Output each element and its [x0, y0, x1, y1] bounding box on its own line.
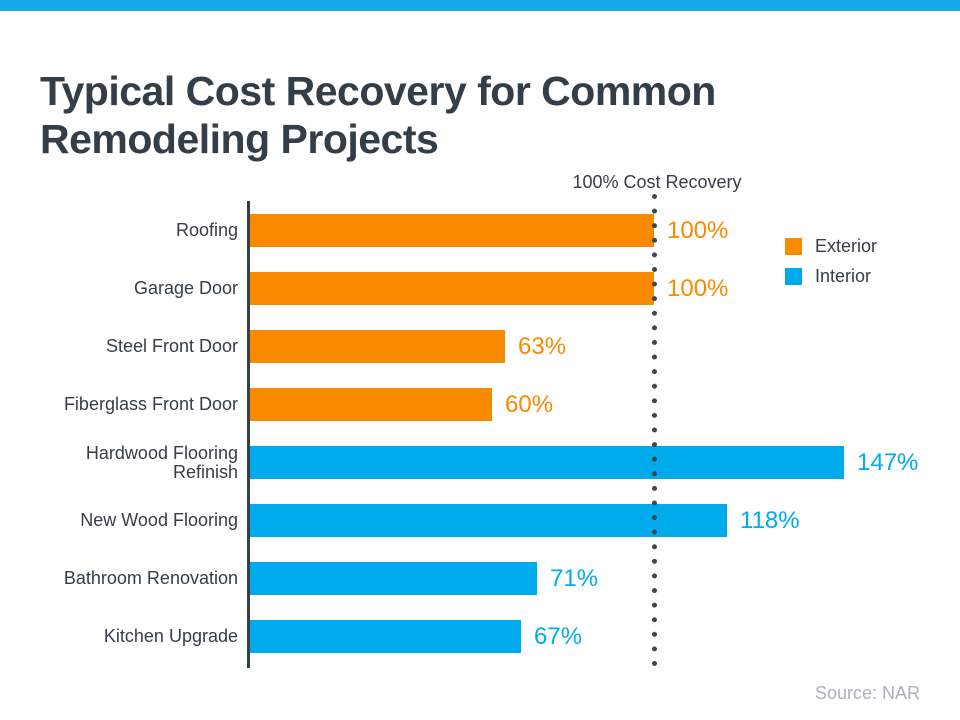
category-label: Bathroom Renovation [63, 568, 238, 588]
category-label: Fiberglass Front Door [63, 394, 238, 414]
interior-swatch-icon [785, 268, 802, 285]
value-label: 100% [667, 274, 729, 302]
legend-item-interior: Interior [785, 266, 877, 286]
page-title: Typical Cost Recovery for Common Remodel… [40, 67, 920, 163]
legend-label-interior: Interior [815, 266, 872, 286]
bar-exterior [250, 330, 505, 363]
bar-interior [250, 562, 537, 595]
bar-exterior [250, 388, 492, 421]
category-label: Steel Front Door [105, 336, 238, 356]
bar-row: New Wood Flooring 118% [0, 504, 960, 537]
bar-interior [250, 620, 521, 653]
page-title-line2: Remodeling Projects [40, 116, 439, 163]
value-label: 67% [534, 622, 583, 650]
value-label: 100% [667, 216, 729, 244]
reference-line [652, 194, 657, 672]
category-label: Roofing [175, 220, 238, 240]
legend: Exterior Interior [785, 236, 878, 298]
reference-line-label: 100% Cost Recovery [572, 172, 742, 192]
category-label: Kitchen Upgrade [103, 626, 238, 646]
value-label: 60% [505, 390, 554, 418]
legend-item-exterior: Exterior [785, 236, 878, 256]
value-label: 118% [740, 506, 800, 534]
value-label: 71% [550, 564, 599, 592]
bar-interior [250, 446, 844, 479]
category-label: Hardwood Flooring Refinish [85, 442, 238, 482]
bar-row: Fiberglass Front Door 60% [0, 388, 960, 421]
legend-label-exterior: Exterior [815, 236, 878, 256]
bar-row: Roofing 100% [0, 214, 960, 247]
value-label: 147% [857, 448, 919, 476]
page-title-line1: Typical Cost Recovery for Common [40, 68, 716, 115]
bar-row: Steel Front Door 63% [0, 330, 960, 363]
top-accent-strip [0, 0, 960, 11]
y-axis-line [247, 201, 250, 668]
bar-row: Hardwood Flooring Refinish 147% [0, 442, 960, 482]
bar-row: Garage Door 100% [0, 272, 960, 305]
bar-interior [250, 504, 727, 537]
value-label: 63% [518, 332, 567, 360]
bar-exterior [250, 272, 654, 305]
bar-row: Bathroom Renovation 71% [0, 562, 960, 595]
source-note: Source: NAR [814, 683, 920, 703]
bar-exterior [250, 214, 654, 247]
category-label: Garage Door [133, 278, 238, 298]
exterior-swatch-icon [785, 238, 802, 255]
bar-row: Kitchen Upgrade 67% [0, 620, 960, 653]
category-label: New Wood Flooring [80, 510, 238, 530]
